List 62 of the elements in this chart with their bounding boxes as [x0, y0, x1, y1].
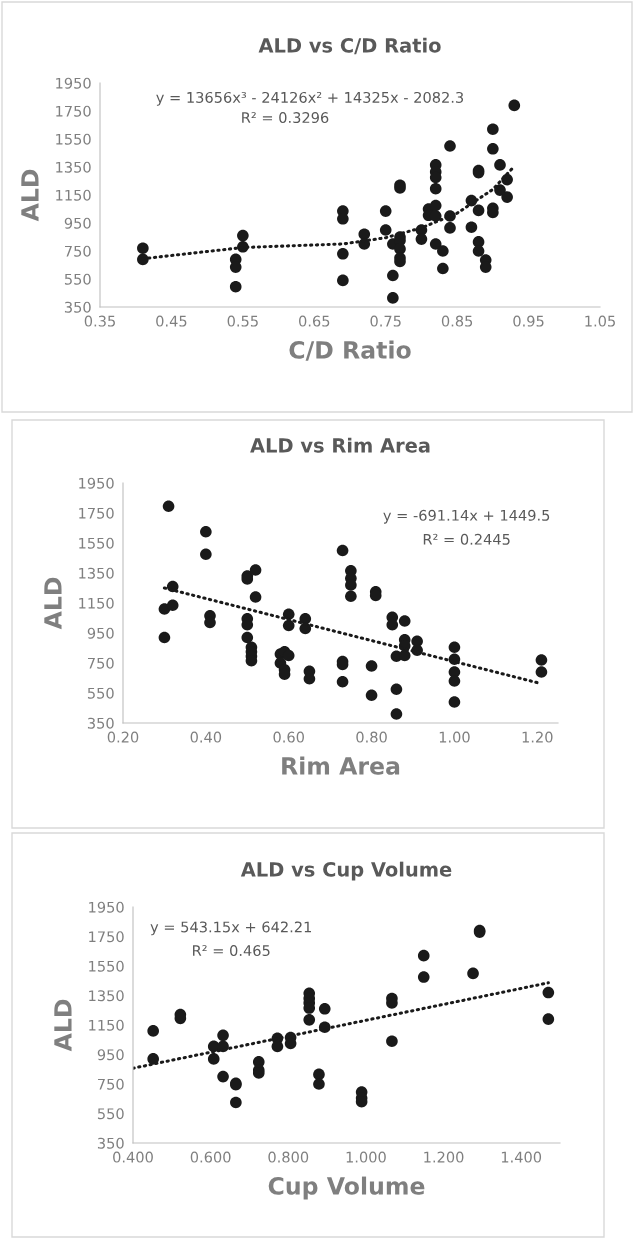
- x-tick-label: 0.85: [441, 315, 473, 327]
- chart-title: ALD vs Cup Volume: [240, 861, 452, 881]
- chart-title: ALD vs C/D Ratio: [258, 37, 441, 55]
- x-tick-label: 0.35: [84, 315, 115, 327]
- x-tick-label: 1.00: [439, 731, 470, 743]
- x-tick-label: 0.800: [268, 1151, 309, 1163]
- x-tick-label: 0.60: [273, 731, 304, 743]
- x-axis-title: C/D Ratio: [289, 340, 411, 361]
- y-tick-label: 350: [64, 301, 91, 313]
- y-tick-label: 1550: [89, 960, 124, 972]
- y-tick-label: 1150: [79, 597, 114, 609]
- x-tick-label: 1.20: [522, 731, 553, 743]
- y-axis-title: ALD: [44, 577, 62, 630]
- x-tick-label: 1.400: [501, 1151, 542, 1163]
- annotation: R² = 0.3296: [242, 112, 329, 124]
- y-tick-label: 950: [64, 217, 91, 229]
- x-tick-label: 0.75: [370, 315, 401, 327]
- y-tick-label: 750: [88, 657, 114, 669]
- x-tick-label: 0.600: [190, 1151, 231, 1163]
- x-tick-label: 1.000: [346, 1151, 386, 1163]
- x-axis-title: Rim Area: [282, 756, 400, 775]
- y-tick-label: 550: [64, 273, 91, 285]
- y-tick-label: 1950: [89, 901, 124, 913]
- y-tick-label: 1350: [56, 161, 91, 173]
- y-tick-label: 950: [97, 1049, 124, 1061]
- x-tick-label: 0.400: [113, 1151, 153, 1163]
- y-tick-label: 750: [98, 1078, 124, 1090]
- chart-title: ALD vs Rim Area: [250, 437, 430, 453]
- y-tick-label: 1950: [79, 477, 114, 489]
- y-tick-label: 1150: [89, 1019, 124, 1031]
- y-tick-label: 1950: [56, 77, 91, 89]
- x-tick-label: 0.40: [190, 731, 222, 743]
- x-tick-label: 0.45: [156, 315, 187, 327]
- y-axis-title: ALD: [54, 999, 72, 1052]
- y-tick-label: 1550: [56, 133, 91, 145]
- y-tick-label: 1750: [56, 105, 91, 117]
- y-tick-label: 1350: [79, 567, 114, 579]
- x-tick-label: 0.80: [356, 731, 387, 743]
- y-tick-label: 1350: [89, 990, 124, 1002]
- y-tick-label: 1750: [79, 507, 114, 519]
- y-tick-label: 950: [87, 627, 114, 639]
- x-tick-label: 0.20: [107, 731, 139, 743]
- annotation: y = -691.14x + 1449.5: [383, 509, 550, 524]
- annotation: R² = 0.465: [193, 945, 270, 957]
- annotation: y = 13656x³ - 24126x² + 14325x - 2082.3: [156, 91, 464, 106]
- y-tick-label: 350: [97, 1137, 124, 1149]
- x-tick-label: 0.65: [299, 315, 330, 327]
- x-tick-label: 0.95: [513, 315, 544, 327]
- x-tick-label: 0.55: [227, 315, 258, 327]
- y-axis-title: ALD: [21, 169, 39, 222]
- y-tick-label: 1550: [79, 537, 114, 549]
- x-axis-title: Cup Volume: [268, 1176, 425, 1200]
- x-tick-label: 1.200: [424, 1151, 464, 1163]
- y-tick-label: 750: [65, 245, 91, 257]
- y-tick-label: 1150: [56, 189, 91, 201]
- annotation: y = 543.15x + 642.21: [150, 921, 312, 936]
- annotation: R² = 0.2445: [423, 533, 510, 545]
- x-tick-label: 1.05: [585, 315, 615, 327]
- y-tick-label: 550: [87, 687, 114, 699]
- y-tick-label: 1750: [89, 931, 124, 943]
- y-tick-label: 350: [87, 717, 114, 729]
- y-tick-label: 550: [97, 1108, 124, 1120]
